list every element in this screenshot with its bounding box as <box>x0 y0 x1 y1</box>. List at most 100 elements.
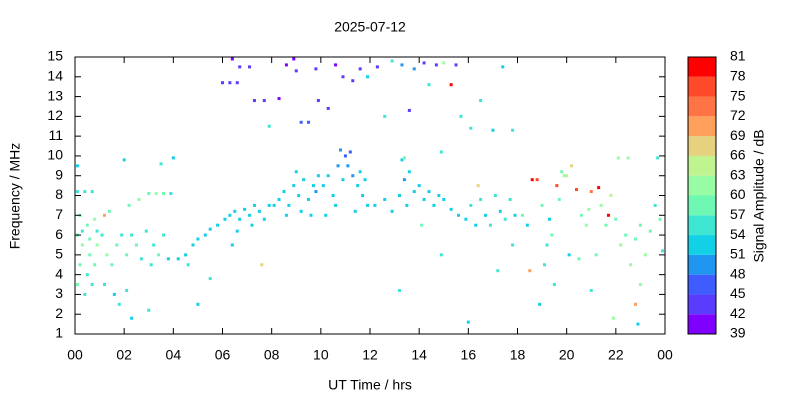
data-point <box>334 203 338 207</box>
data-point <box>292 57 296 61</box>
data-point <box>358 67 362 71</box>
data-point <box>341 75 345 79</box>
data-point <box>479 197 483 201</box>
data-point <box>619 243 623 247</box>
colorbar-band <box>688 235 716 255</box>
colorbar-tick-label: 63 <box>730 166 746 182</box>
data-point <box>353 209 357 213</box>
data-point <box>331 194 335 197</box>
data-point <box>459 114 463 118</box>
x-tick-label: 04 <box>166 347 182 363</box>
data-point <box>390 209 394 213</box>
data-point <box>159 162 163 166</box>
colorbar-band <box>688 215 716 236</box>
data-point <box>361 194 365 197</box>
data-point <box>454 63 458 67</box>
y-tick-label: 9 <box>55 166 63 182</box>
data-point <box>233 209 237 213</box>
data-point <box>235 81 239 85</box>
data-point <box>442 197 446 201</box>
data-point <box>373 203 377 207</box>
data-point <box>307 120 311 124</box>
data-point <box>587 207 591 211</box>
data-point <box>501 65 505 69</box>
x-tick-label: 10 <box>313 347 329 363</box>
x-axis-label: UT Time / hrs <box>328 377 412 393</box>
data-point <box>525 223 529 227</box>
data-point <box>513 213 517 217</box>
data-point <box>85 223 89 227</box>
data-point <box>107 209 111 213</box>
data-point <box>508 197 512 201</box>
data-point <box>547 217 551 221</box>
data-point <box>75 283 79 287</box>
y-tick-label: 14 <box>47 67 63 83</box>
colorbar-band <box>688 76 716 97</box>
x-tick-label: 20 <box>559 347 575 363</box>
data-point <box>166 257 170 261</box>
data-point <box>560 170 564 174</box>
data-point <box>80 243 84 247</box>
data-point <box>243 207 247 211</box>
data-point <box>117 302 121 306</box>
data-point <box>351 174 355 178</box>
data-point <box>196 237 200 241</box>
data-point <box>277 197 281 201</box>
data-point <box>442 61 446 65</box>
y-tick-label: 10 <box>47 147 63 163</box>
data-point <box>604 223 608 227</box>
data-point <box>589 288 593 292</box>
data-point <box>538 302 542 306</box>
y-tick-label: 4 <box>55 265 63 281</box>
data-point <box>597 186 601 190</box>
x-tick-label: 06 <box>215 347 231 363</box>
data-point <box>412 67 416 71</box>
data-point <box>297 194 301 197</box>
data-point <box>262 217 266 221</box>
data-point <box>540 203 544 207</box>
data-point <box>629 263 633 267</box>
data-point <box>250 223 254 227</box>
data-point <box>420 223 424 227</box>
y-axis-label: Frequency / MHz <box>7 143 23 250</box>
x-tick-label: 00 <box>67 347 83 363</box>
data-point <box>137 197 141 201</box>
data-point <box>169 192 173 196</box>
data-point <box>120 233 124 237</box>
data-point <box>643 253 647 257</box>
data-point <box>284 213 288 217</box>
data-point <box>606 213 610 217</box>
colorbar-tick-label: 51 <box>730 246 746 262</box>
data-point <box>634 237 637 241</box>
colorbar-band <box>688 136 716 156</box>
data-point <box>83 292 87 296</box>
data-point <box>405 203 409 207</box>
data-point <box>346 164 350 168</box>
data-point <box>567 253 571 257</box>
data-point <box>316 99 320 103</box>
data-point <box>292 184 296 188</box>
data-point <box>511 243 515 247</box>
colorbar-band <box>688 314 716 334</box>
x-tick-label: 12 <box>362 347 378 363</box>
data-point <box>383 114 387 118</box>
data-point <box>115 243 119 247</box>
chart-title: 2025-07-12 <box>334 19 406 35</box>
data-point <box>103 283 106 287</box>
data-point <box>400 63 404 67</box>
data-point <box>144 229 148 233</box>
data-point <box>427 83 431 87</box>
data-point <box>208 227 212 231</box>
colorbar-tick-label: 57 <box>730 206 746 222</box>
colorbar-tick-label: 69 <box>730 127 746 143</box>
data-point <box>341 178 345 182</box>
colorbar-band <box>688 57 716 77</box>
y-tick-label: 5 <box>55 246 63 262</box>
data-point <box>402 178 406 182</box>
data-point <box>147 192 151 196</box>
data-point <box>407 170 411 174</box>
data-point <box>309 213 313 217</box>
data-point <box>287 203 291 207</box>
colorbar-tick-label: 60 <box>730 186 746 202</box>
data-point <box>469 126 473 130</box>
